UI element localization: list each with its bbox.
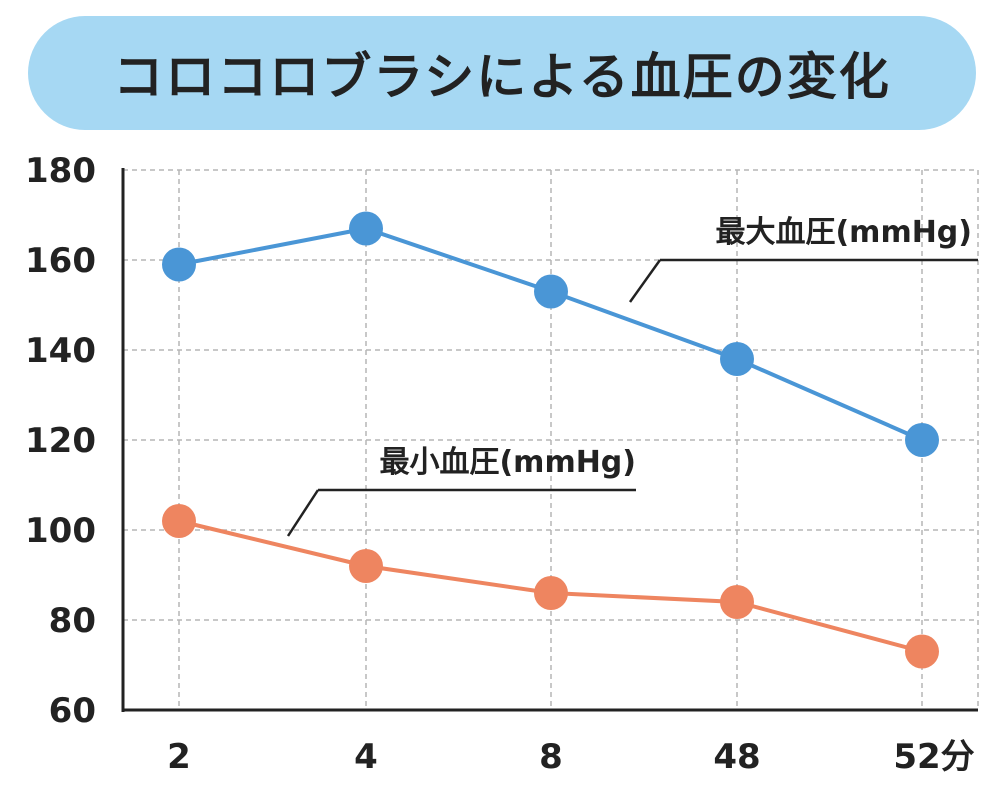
title-banner: コロコロブラシによる血圧の変化 [28,16,976,130]
min-pressure-point [162,504,196,538]
y-tick-label: 160 [25,241,96,281]
max-pressure-leader-line [628,259,662,303]
min-pressure-point [720,585,754,619]
max-pressure-point [720,342,754,376]
y-tick-label: 80 [49,601,96,641]
y-tick-label: 100 [25,511,96,551]
max-pressure-label: 最大血圧(mmHg) [715,215,972,250]
x-tick-label: 52分 [893,737,974,777]
x-tick-label: 8 [539,737,563,777]
axes [121,168,978,712]
y-tick-labels: 180 160 140 120 100 80 60 [25,151,96,731]
x-tick-labels: 2 4 8 48 52分 [167,737,975,777]
series [162,211,939,669]
min-pressure-point [905,634,939,669]
min-pressure-leader-line [286,489,320,537]
x-tick-label: 4 [354,737,378,777]
min-pressure-point [349,549,383,583]
x-tick-label: 2 [167,737,191,777]
max-pressure-point [534,274,568,309]
x-tick-label: 48 [713,737,760,777]
max-pressure-point [162,247,196,282]
max-pressure-point [905,423,939,457]
series-labels: 最大血圧(mmHg) 最小血圧(mmHg) [286,215,978,537]
y-tick-label: 120 [25,421,96,461]
y-tick-label: 60 [49,691,96,731]
chart-title: コロコロブラシによる血圧の変化 [113,48,891,106]
min-pressure-point [534,576,568,610]
y-tick-label: 180 [25,151,96,191]
max-pressure-point [349,211,383,246]
y-tick-label: 140 [25,331,96,371]
min-pressure-label: 最小血圧(mmHg) [379,445,636,480]
